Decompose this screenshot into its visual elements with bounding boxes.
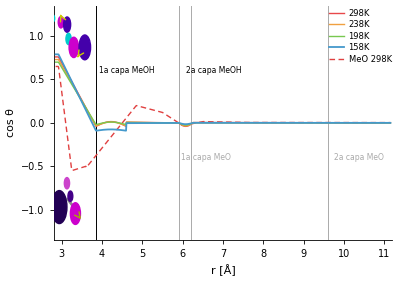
Text: 1a capa MeO: 1a capa MeO [182, 153, 231, 162]
Circle shape [69, 37, 78, 58]
Circle shape [64, 17, 71, 32]
Circle shape [58, 16, 64, 28]
Circle shape [66, 33, 71, 45]
Legend: 298K, 238K, 198K, 158K, MeO 298K: 298K, 238K, 198K, 158K, MeO 298K [326, 5, 395, 67]
Circle shape [70, 203, 80, 224]
Text: 2a capa MeO: 2a capa MeO [334, 153, 384, 162]
Circle shape [52, 191, 67, 224]
Circle shape [79, 35, 90, 60]
X-axis label: r [Å]: r [Å] [211, 265, 235, 276]
Y-axis label: cos θ: cos θ [6, 109, 16, 137]
Circle shape [52, 15, 55, 22]
Text: 2a capa MeOH: 2a capa MeOH [186, 66, 241, 75]
Text: 1a capa MeOH: 1a capa MeOH [99, 66, 155, 75]
Circle shape [68, 191, 73, 201]
Circle shape [64, 178, 70, 189]
